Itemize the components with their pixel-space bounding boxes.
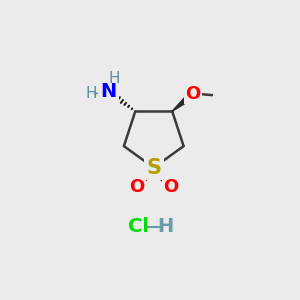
Text: S: S — [146, 158, 161, 178]
Text: O: O — [185, 85, 201, 103]
Text: H: H — [109, 71, 120, 86]
Text: O: O — [129, 178, 144, 196]
Text: H: H — [85, 86, 97, 101]
Text: N: N — [100, 82, 117, 101]
Text: O: O — [164, 178, 179, 196]
Polygon shape — [172, 91, 196, 111]
Text: H: H — [158, 217, 174, 236]
Text: Cl: Cl — [128, 217, 149, 236]
